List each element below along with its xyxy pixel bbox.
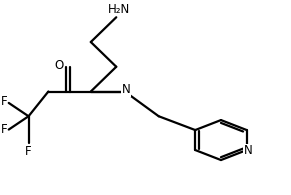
Text: H₂N: H₂N (108, 3, 130, 16)
Text: F: F (1, 96, 7, 108)
Text: F: F (25, 145, 32, 158)
Text: N: N (122, 83, 131, 96)
Text: F: F (1, 123, 7, 136)
Text: N: N (244, 144, 253, 158)
Text: O: O (54, 59, 63, 72)
